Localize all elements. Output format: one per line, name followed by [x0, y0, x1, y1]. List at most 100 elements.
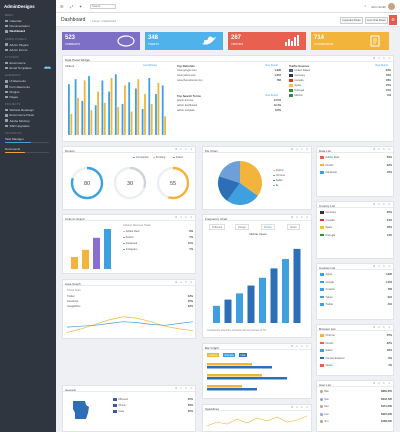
column-row: Adobe Reel 8% [123, 230, 193, 233]
app-logo[interactable]: AdminDesigns [4, 4, 35, 9]
panel-controls-icon[interactable]: ⚙ ▾ ✎ ✕ [372, 265, 392, 269]
legend-label: Chrome [275, 174, 286, 177]
important-posts-button[interactable]: Important Posts [339, 17, 364, 24]
row-value: 9% [387, 94, 391, 97]
sidebar-item[interactable]: Email Templates NEW [5, 66, 53, 70]
column-row: Firefox 7% [123, 236, 193, 239]
list-row: Google 1,254 [320, 281, 392, 284]
area-row: Twitter 32% [67, 295, 193, 298]
row-value: 8.6% [275, 109, 281, 112]
panel-controls-icon[interactable]: ⚙ ▾ ✎ ✕ [174, 387, 194, 391]
area-series-b [67, 321, 193, 328]
sidebar-item[interactable]: Dashboard [5, 29, 53, 33]
panel-controls-icon[interactable]: ⚙ ▾ ✎ ✕ [290, 345, 310, 349]
sidebar-item[interactable]: Pages [5, 95, 53, 99]
stat-tile[interactable]: 267 VISITORS [228, 32, 306, 50]
expand-icon[interactable]: ⤢ [70, 4, 74, 9]
breadcrumb-home[interactable]: Home [92, 18, 100, 23]
search-input[interactable] [90, 4, 116, 9]
bell-icon[interactable]: ♪ [364, 4, 366, 8]
row-dot [123, 248, 125, 251]
panel-controls-icon[interactable]: ⚙ ▾ ✎ ✕ [372, 203, 392, 207]
live-chat-button[interactable]: Live Chat Flows [364, 17, 388, 24]
sidebar-item[interactable]: UI Elements [5, 79, 53, 83]
panel-title: Area Graph [65, 281, 81, 286]
panel-controls-icon[interactable]: ⚙ ▾ ✎ ✕ [174, 216, 194, 220]
legend-label: Failed [175, 156, 183, 159]
topbar: ☰ ⤢ ✦ ♪ John Smith [56, 0, 400, 13]
stat-tile[interactable]: 523 COMMENTS [62, 32, 140, 50]
column-bar [71, 257, 78, 269]
panel-controls-icon[interactable]: ⚙ ▾ ✎ ✕ [372, 148, 392, 152]
panel-controls-icon[interactable]: ⚙ ▾ ✎ ✕ [290, 406, 310, 410]
panel-controls-icon[interactable]: ⚙ ▾ ✎ ✕ [174, 281, 194, 285]
panel-controls-icon[interactable]: ⚙ ▾ ✎ ✕ [372, 382, 392, 386]
geo-row: Illinois 30% [113, 404, 193, 407]
avatar[interactable] [388, 3, 395, 10]
frequency-tab[interactable]: Design [235, 224, 250, 231]
frequency-tab[interactable]: Video [287, 224, 300, 231]
row-value: 30% [386, 156, 392, 159]
sidebar-item[interactable]: Documentation [5, 24, 53, 28]
row-value: $642,720 [381, 397, 392, 401]
bar-graph-tab[interactable]: Leaders [207, 353, 219, 358]
panel-controls-icon[interactable]: ⚙ ▾ ✎ ✕ [290, 148, 310, 152]
frequency-tab[interactable]: Mobile [261, 224, 275, 231]
panel-controls-icon[interactable]: ⚙ ▾ ✎ ✕ [372, 57, 392, 61]
panel-controls-icon[interactable]: ⚙ ▾ ✎ ✕ [290, 216, 310, 220]
panel-header: Country List ⚙ ▾ ✎ ✕ [317, 202, 393, 208]
list-row: www.themeforest.com 783 [177, 79, 281, 82]
user-name[interactable]: John Smith [370, 5, 386, 9]
bar-series-b [83, 80, 86, 135]
list-item-icon [320, 163, 324, 167]
stat-tile[interactable]: 348 TWEETS [145, 32, 223, 50]
panel-header: Column Graph ⚙ ▾ ✎ ✕ [63, 215, 195, 221]
row-label: Adobe Reel [325, 156, 340, 159]
bar-series-b [90, 110, 93, 135]
frequency-bar [293, 248, 301, 323]
chat-bubble-icon [117, 35, 135, 47]
sidebar-item[interactable]: Adobe Mockup [5, 119, 53, 123]
frequency-bar [247, 285, 255, 323]
list-item-icon [320, 280, 324, 284]
sidebar-item[interactable]: Ecommerce Panel [5, 113, 53, 117]
bar-graph-tab[interactable]: Fails [239, 353, 248, 358]
visitors-bar-chart [65, 69, 169, 135]
panel-header: User List ⚙ ▾ ✎ ✕ [317, 381, 393, 387]
bar-series-b [124, 85, 126, 135]
row-value: 25% [187, 410, 193, 413]
sidebar-item[interactable]: SSD Upgrades [5, 124, 53, 128]
bar-graph-tab[interactable]: Success [223, 353, 236, 358]
panel-controls-icon[interactable]: ⚙ ▾ ✎ ✕ [372, 326, 392, 330]
tile-label: CONVERSIONS [314, 43, 334, 46]
sparkline-chart [207, 415, 308, 427]
panel-controls-icon[interactable]: ⚙ ▾ ✎ ✕ [174, 148, 194, 152]
frequency-tab[interactable]: Fullstack [209, 224, 226, 231]
bar-series-b [157, 82, 160, 135]
bar-series-a [148, 77, 151, 135]
panel-title: Donuts [65, 148, 75, 153]
row-label: Spain [325, 226, 333, 229]
sidebar-item[interactable]: Admin Plugins [5, 43, 53, 47]
row-value: 783 [276, 79, 281, 82]
sidebar-item[interactable]: Calendar [5, 19, 53, 23]
list-row: Apple 1,926 [320, 273, 392, 276]
tile-label: COMMENTS [65, 43, 81, 46]
row-label: Safari [325, 349, 333, 352]
row-label: Portugal [294, 89, 305, 92]
tile-value: 523 [65, 35, 76, 41]
home-icon[interactable]: ⌂ [90, 18, 92, 23]
sidebar-item[interactable]: Admin Forms [5, 48, 53, 52]
sidebar-item[interactable]: Form Elements [5, 85, 53, 89]
gear-icon[interactable]: ⚙ [389, 15, 397, 25]
stat-tile[interactable]: 714 CONVERSIONS [311, 32, 389, 50]
sidebar-item[interactable]: Ecommerce [5, 61, 53, 65]
row-label: admin dashboard [177, 104, 198, 107]
sidebar-item[interactable]: Website Redesign [5, 108, 53, 112]
list-item-icon [320, 171, 324, 174]
magic-icon[interactable]: ✦ [79, 4, 83, 9]
sidebar-stats-label: STATISTICS [5, 132, 22, 135]
menu-icon[interactable]: ☰ [60, 4, 64, 9]
sidebar-item[interactable]: Plugins [5, 90, 53, 94]
legend-label: Pending [155, 156, 166, 159]
